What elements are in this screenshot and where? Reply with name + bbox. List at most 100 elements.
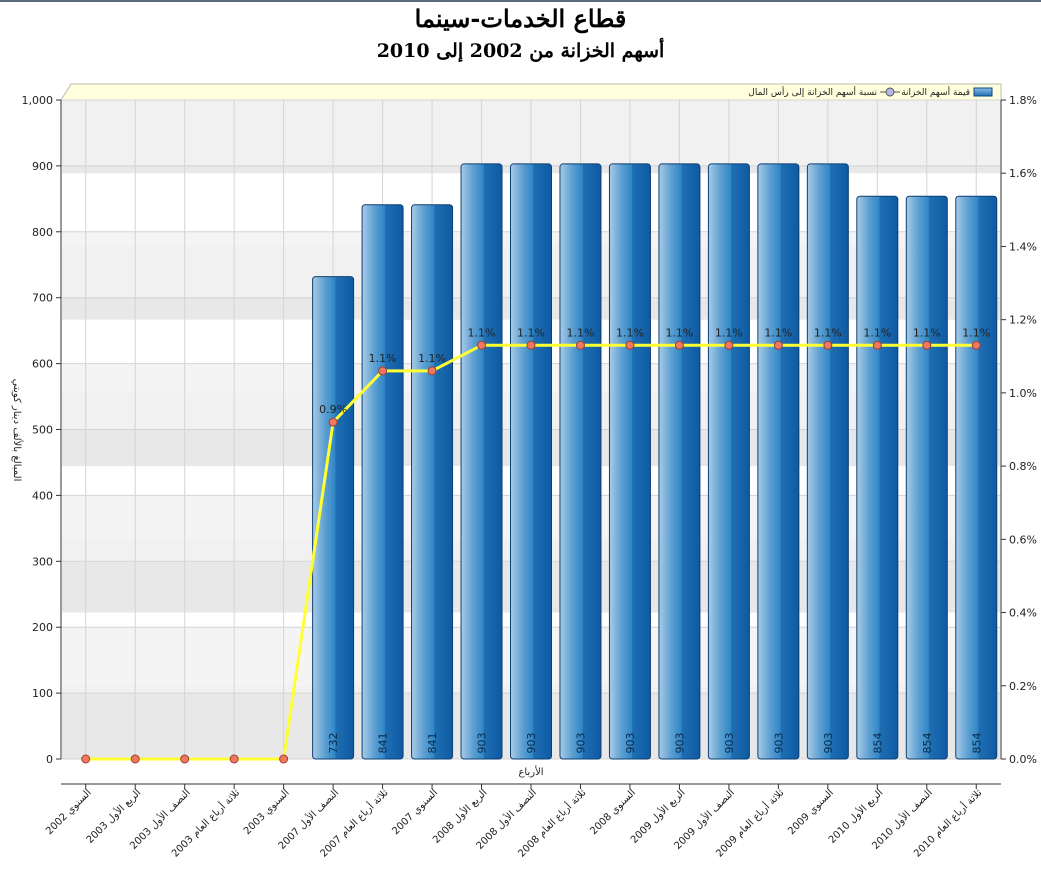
legend-line-marker [885,87,895,97]
bar-value-label: 903 [525,733,538,754]
x-category-label: السنوي 2002 [44,787,94,837]
y2-tick-label: 1.4% [1009,240,1037,253]
legend-line-label: نسبة أسهم الخزانة إلى رأس المال [748,86,877,98]
line-point-label: 1.1% [566,326,594,339]
line-point [81,754,91,764]
legend: قيمة أسهم الخزانة نسبة أسهم الخزانة إلى … [748,86,993,98]
bar-value-label: 732 [327,733,340,754]
chart-subtitle: أسهم الخزانة من 2002 إلى 2010 [376,40,665,62]
bar [559,163,602,760]
x-category-label: السنوي 2007 [390,787,440,837]
y-tick-label: 600 [32,358,53,371]
y-tick-label: 0 [46,753,53,766]
line-point [328,417,338,427]
y-tick-label: 1,000 [22,94,54,107]
y-tick-label: 500 [32,424,53,437]
line-point-label: 1.1% [468,326,496,339]
y-tick-label: 100 [32,687,53,700]
legend-bar-label: قيمة أسهم الخزانة [901,86,970,98]
bar-value-labels: 732 841 841 903 903 903 903 903 903 903 903 854 854 8… [327,733,983,754]
y2-tick-label: 1.0% [1009,387,1037,400]
line-point [427,366,437,376]
line-point [674,340,684,350]
bar-value-label: 854 [871,733,884,754]
y-tick-label: 200 [32,621,53,634]
bar [608,163,651,760]
line-point [477,340,487,350]
bar [856,195,899,760]
line-point-label: 1.1% [517,326,545,339]
y2-tick-label: 0.6% [1009,533,1037,546]
bar [757,163,800,760]
y2-tick-label: 1.8% [1009,94,1037,107]
bar-value-label: 903 [476,733,489,754]
bar [707,163,750,760]
x-category-label: السنوي 2009 [786,787,836,837]
y-axis-title: المبالغ بالألف دينار كويتي [11,379,24,482]
x-category-label: السنوي 2008 [588,787,638,837]
bar [658,163,701,760]
bar [460,163,503,760]
y-tick-label: 800 [32,226,53,239]
y-tick-label: 900 [32,160,53,173]
bar-value-label: 854 [970,733,983,754]
line-point-label: 1.1% [962,326,990,339]
line-point [279,754,289,764]
line-point [526,340,536,350]
line-point-label: 1.1% [764,326,792,339]
line-point-label: 1.1% [616,326,644,339]
bar-value-label: 854 [921,733,934,754]
line-point [724,340,734,350]
y2-tick-label: 0.2% [1009,680,1037,693]
line-point-label: 1.1% [418,352,446,365]
legend-bar-swatch [973,87,993,97]
bar-value-label: 903 [723,733,736,754]
bar-value-label: 841 [377,733,390,754]
bar-value-label: 903 [822,733,835,754]
bar [510,163,552,760]
bar [312,276,355,760]
y2-tick-label: 1.2% [1009,314,1037,327]
line-point [130,754,140,764]
line-point [922,340,932,350]
bar-value-label: 903 [772,733,785,754]
line-point-label: 0.9% [319,403,347,416]
bar [905,195,948,760]
line-point-label: 1.1% [913,326,941,339]
line-point-label: 1.1% [369,352,397,365]
line-point [773,340,783,350]
bar [806,163,849,760]
bar [411,204,454,760]
bar [361,204,404,760]
line-point [625,340,635,350]
line-point [971,340,981,350]
line-point-label: 1.1% [715,326,743,339]
y-tick-label: 400 [32,489,53,502]
bar-series [312,163,998,760]
x-category-label: السنوي 2003 [242,787,292,837]
bar [955,195,998,760]
line-series: 0.9% 1.1% 1.1% 1.1% 1.1% 1.1% 1.1% 1.1% 1.1% 1.1%… [81,326,990,764]
line-point [872,340,882,350]
top-border-line [0,0,1041,2]
bar-value-label: 841 [426,733,439,754]
line-point-label: 1.1% [665,326,693,339]
line-point [575,340,585,350]
y-tick-label: 300 [32,555,53,568]
y2-tick-label: 0.8% [1009,460,1037,473]
y-axis-right: 0.0% 0.2% 0.4% 0.6% 0.8% 1.0% 1.2% 1.4% 1.6% 1.8% [1000,94,1037,766]
line-point [180,754,190,764]
line-point-label: 1.1% [814,326,842,339]
line-point [823,340,833,350]
line-point [229,754,239,764]
y-axis-left: 0 100 200 300 400 500 600 700 800 900 1,000 [22,94,62,766]
chart-title: قطاع الخدمات-سينما [414,4,627,33]
y-tick-label: 700 [32,292,53,305]
line-point [378,366,388,376]
bar-value-label: 903 [624,733,637,754]
y2-tick-label: 0.0% [1009,753,1037,766]
y2-tick-label: 1.6% [1009,167,1037,180]
x-axis-title: الأرباع [518,765,543,778]
